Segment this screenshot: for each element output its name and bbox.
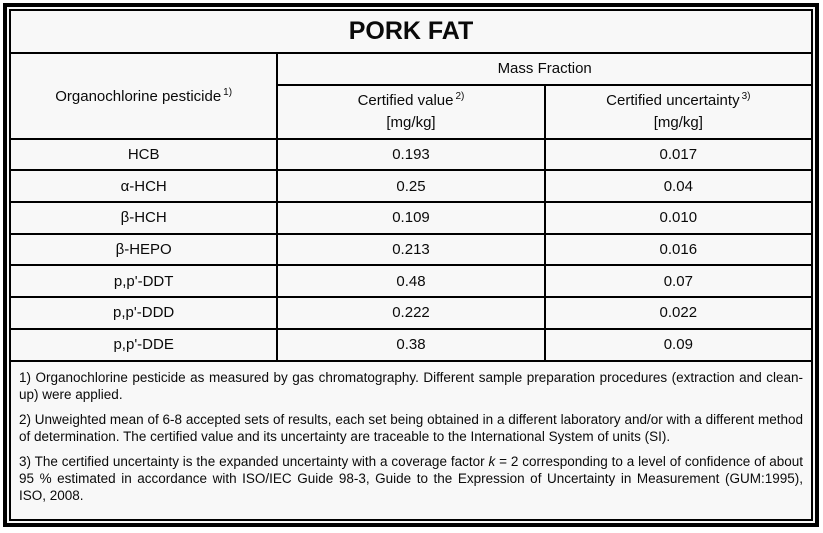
certified-uncertainty-cell: 0.022 [543,296,814,330]
group-header-mass-fraction: Mass Fraction [276,51,813,86]
table-row: p,p'-DDD 0.222 0.022 [8,296,814,330]
table-row: β-HCH 0.109 0.010 [8,201,814,235]
pork-fat-table: PORK FAT Organochlorine pesticide 1) Mass… [8,9,814,522]
col-header-certified-value: Certified value 2) [mg/kg] [276,83,546,140]
col-header-certified-uncertainty: Certified uncertainty 3) [mg/kg] [543,83,814,140]
certified-uncertainty-cell: 0.017 [543,137,814,172]
certified-value-cell: 0.25 [276,169,546,204]
certified-uncertainty-label-line: Certified uncertainty 3) [550,90,807,112]
footnote-text-segment: k [488,453,496,469]
group-header-row: Organochlorine pesticide 1) Mass Fraction [8,51,813,140]
footnote-text-segment: 1) Organochlorine pesticide as measured … [19,369,803,402]
pesticide-cell: β-HEPO [8,232,279,267]
certified-value-cell: 0.193 [276,137,546,172]
pesticide-cell: p,p'-DDE [8,327,279,362]
table-data-section: HCB 0.193 0.017 α-HCH 0.25 0.04 β-HCH 0.109 0.01… [8,137,814,362]
certified-value-cell: 0.48 [276,264,546,299]
certified-value-cell: 0.38 [276,327,546,362]
certified-value-label-line: Certified value 2) [282,90,539,112]
pesticide-cell: p,p'-DDT [8,264,279,299]
certificate-table-frame: PORK FAT Organochlorine pesticide 1) Mass… [3,3,819,527]
footnote-text-segment: 3) The certified uncertainty is the expa… [19,453,489,469]
col-header-pesticide: Organochlorine pesticide 1) [8,51,279,140]
certified-uncertainty-cell: 0.010 [543,201,814,235]
table-row: β-HEPO 0.213 0.016 [8,232,814,267]
footnote-ref-2: 2) [455,90,465,102]
pesticide-cell: β-HCH [8,201,279,235]
col-header-certified-uncertainty-label: Certified uncertainty [606,91,740,109]
footnote-ref-3: 3) [741,90,751,102]
certified-uncertainty-cell: 0.016 [543,232,814,267]
pesticide-cell: α-HCH [8,169,279,204]
pesticide-cell: p,p'-DDD [8,296,279,330]
pesticide-cell: HCB [8,137,279,172]
certified-uncertainty-cell: 0.07 [543,264,814,299]
table-row: p,p'-DDT 0.48 0.07 [8,264,814,299]
col-header-pesticide-label: Organochlorine pesticide [55,87,222,105]
footnote-text-segment: = 2 corresponding to a level of confiden… [19,453,803,503]
footnote-text-segment: 2) Unweighted mean of 6-8 accepted sets … [19,411,803,444]
footnote-3: 3) The certified uncertainty is the expa… [19,453,803,504]
footnote-1: 1) Organochlorine pesticide as measured … [19,369,803,403]
sub-header-row: Certified value 2) [mg/kg] Certified unce… [10,83,814,140]
certified-uncertainty-cell: 0.09 [543,327,814,362]
table-header-section: PORK FAT Organochlorine pesticide 1) Mass… [8,9,814,140]
table-row: p,p'-DDE 0.38 0.09 [8,327,814,362]
certified-uncertainty-cell: 0.04 [543,169,814,204]
page-title: PORK FAT [9,9,813,54]
table-footnotes-section: 1) Organochlorine pesticide as measured … [9,359,813,522]
footnote-2: 2) Unweighted mean of 6-8 accepted sets … [19,411,803,445]
footnotes-row: 1) Organochlorine pesticide as measured … [9,359,813,522]
certified-value-cell: 0.213 [276,232,546,267]
footnotes-container: 1) Organochlorine pesticide as measured … [19,369,803,504]
col-header-certified-value-label: Certified value [357,91,454,109]
certified-value-cell: 0.109 [276,201,546,235]
footnotes-cell: 1) Organochlorine pesticide as measured … [9,359,813,522]
table-row: HCB 0.193 0.017 [8,137,814,172]
certified-value-unit: [mg/kg] [386,113,436,131]
certified-value-cell: 0.222 [276,296,546,330]
footnote-ref-1: 1) [223,86,233,98]
title-row: PORK FAT [9,9,813,54]
certified-uncertainty-unit: [mg/kg] [653,113,703,131]
table-row: α-HCH 0.25 0.04 [8,169,814,204]
